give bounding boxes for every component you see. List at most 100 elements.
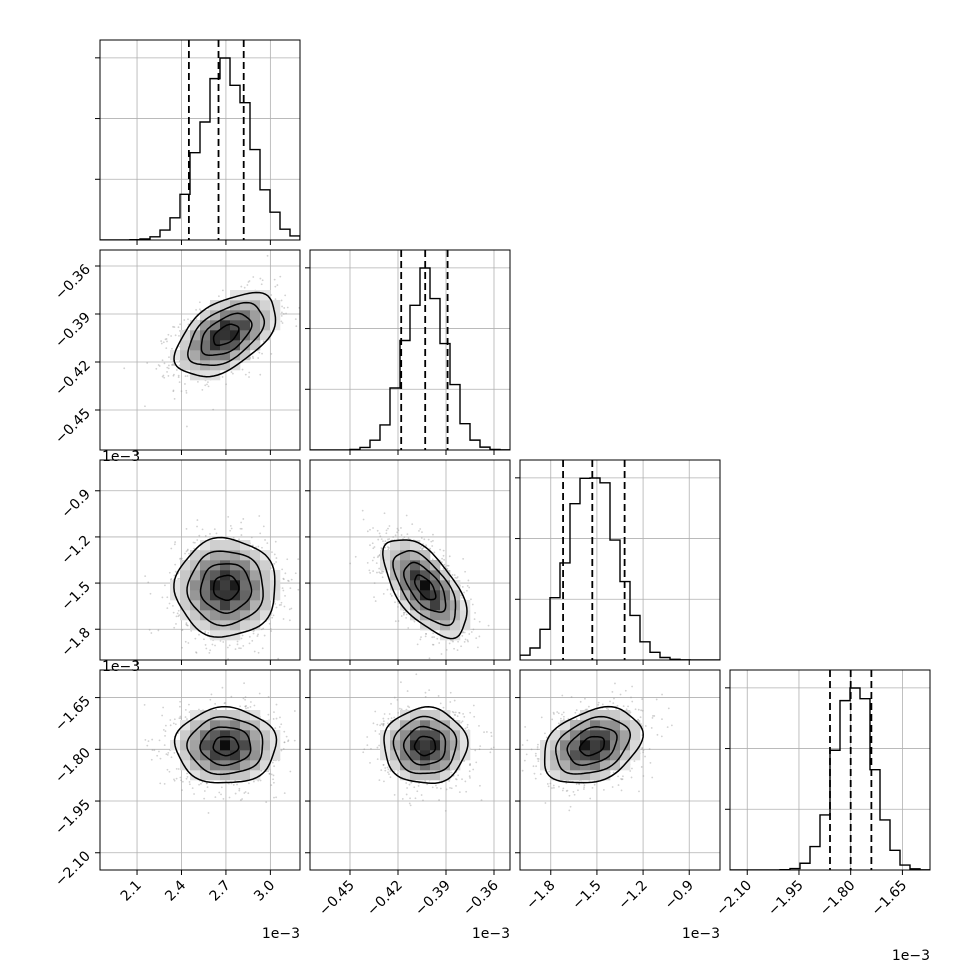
density-cell: [230, 360, 241, 371]
scatter-point: [666, 726, 669, 729]
scatter-point: [463, 640, 466, 643]
scatter-point: [282, 618, 285, 620]
scatter-point: [374, 600, 377, 602]
scatter-point: [419, 638, 422, 641]
panel-content: [515, 670, 720, 870]
scatter-point: [168, 602, 171, 605]
x-tick-label: −1.80: [817, 878, 859, 920]
scatter-point: [377, 538, 380, 541]
scatter-point: [167, 333, 170, 336]
density-cell: [180, 350, 191, 361]
y-tick-label: −0.39: [52, 310, 94, 352]
density-cell: [550, 740, 561, 751]
density-cell: [390, 740, 401, 751]
scatter-point: [438, 660, 440, 662]
scatter-point: [443, 563, 446, 566]
density-cell: [240, 570, 251, 581]
scatter-point: [428, 657, 431, 660]
scatter-point: [551, 787, 553, 789]
scatter-point: [393, 696, 396, 699]
scatter-point: [297, 588, 300, 591]
scatter-point: [461, 596, 463, 599]
scatter-point: [282, 577, 285, 580]
density-cell: [200, 540, 211, 551]
scatter-point: [454, 576, 457, 579]
scatter-point: [247, 281, 250, 283]
scatter-point: [405, 617, 407, 619]
density-cell: [240, 620, 251, 631]
scatter-point: [612, 702, 615, 704]
scatter-point: [400, 708, 403, 711]
scatter-point: [536, 757, 539, 760]
scatter-point: [211, 643, 214, 646]
density-cell: [200, 720, 211, 731]
scatter-point: [259, 277, 262, 280]
density-cell: [190, 560, 201, 571]
scatter-point: [366, 744, 369, 747]
scatter-point: [424, 635, 427, 638]
density-cell: [240, 340, 251, 351]
scatter-point: [193, 547, 196, 550]
density-cell: [230, 550, 241, 561]
density-cell: [190, 600, 201, 611]
scatter-point: [492, 746, 495, 749]
scatter-point: [454, 714, 457, 716]
density-cell: [420, 560, 431, 571]
scatter-point: [442, 554, 445, 557]
scatter-point: [537, 743, 539, 746]
scatter-point: [273, 796, 275, 799]
scatter-point: [631, 767, 633, 770]
density-cell: [200, 340, 211, 351]
scatter-point: [166, 607, 169, 609]
density-cell: [200, 590, 211, 601]
scatter-point: [455, 784, 457, 787]
scatter-point: [407, 705, 409, 708]
scatter-point: [467, 579, 470, 582]
scatter-point: [463, 631, 466, 634]
scatter-point: [184, 552, 186, 555]
scatter-point: [456, 715, 459, 718]
density-cell: [420, 600, 431, 611]
scatter-point: [247, 706, 249, 709]
scatter-point: [167, 375, 170, 377]
density-cell: [580, 710, 591, 721]
scatter-point: [459, 728, 462, 730]
scatter-point: [204, 534, 207, 537]
scatter-point: [376, 556, 379, 559]
scatter-point: [257, 633, 259, 636]
scatter-point: [165, 338, 168, 340]
x-tick-label: 2.7: [207, 878, 234, 905]
scatter-point: [282, 578, 285, 581]
scatter-point: [515, 792, 517, 794]
scatter-point: [260, 628, 263, 631]
scatter-point: [158, 750, 160, 753]
scatter-point: [274, 540, 277, 543]
scatter-point: [179, 323, 182, 326]
density-cell: [430, 560, 441, 571]
scatter-point: [651, 717, 654, 719]
scatter-point: [259, 373, 262, 376]
scatter-point: [620, 778, 623, 781]
density-cell: [400, 760, 411, 771]
scatter-point: [185, 550, 188, 553]
scatter-point: [388, 713, 391, 715]
scatter-point: [470, 631, 473, 633]
scatter-point: [373, 556, 375, 559]
scatter-point: [236, 640, 239, 643]
density-cell: [410, 760, 421, 771]
scatter-point: [639, 716, 642, 719]
scatter-point: [602, 789, 605, 791]
panel-0-0: [95, 39, 301, 245]
scatter-point: [416, 790, 419, 793]
scatter-point: [281, 322, 284, 324]
density-cell: [210, 720, 221, 731]
scatter-point: [195, 318, 198, 320]
density-cell: [610, 720, 621, 731]
panel-content: [100, 670, 300, 870]
scatter-point: [176, 612, 179, 615]
scatter-point: [361, 509, 364, 512]
density-cell: [180, 740, 191, 751]
scatter-point: [448, 780, 451, 782]
scatter-point: [490, 747, 493, 750]
scatter-point: [272, 614, 275, 617]
